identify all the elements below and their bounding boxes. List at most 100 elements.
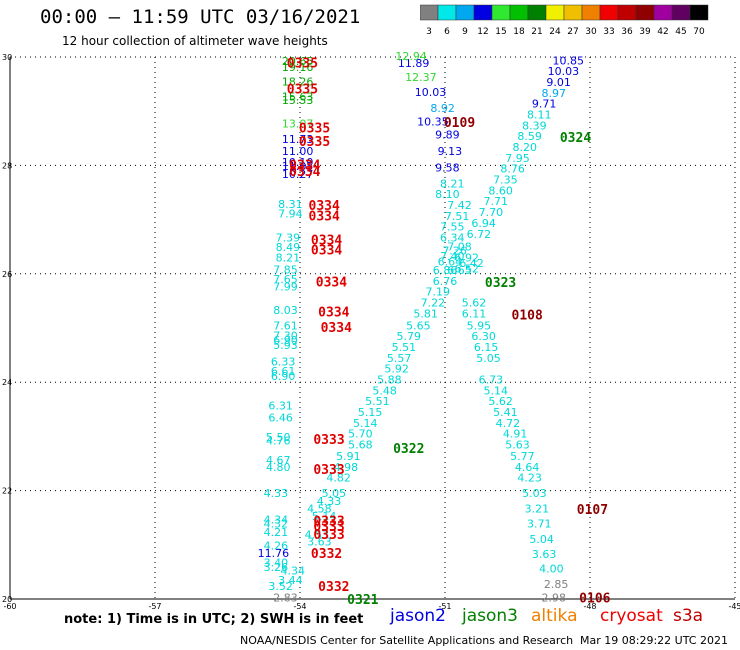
wave-height-label: 6.76	[433, 275, 458, 288]
legend-label: 6	[444, 27, 450, 37]
wave-height-label: 7.35	[493, 173, 518, 186]
wave-height-label: 8.60	[488, 184, 513, 197]
y-tick-label: 30	[2, 53, 12, 62]
pass-time-label: 0322	[393, 442, 424, 457]
wave-height-label: 7.51	[445, 210, 470, 223]
wave-height-label: 11.05	[282, 160, 314, 173]
wave-height-label: 5.79	[397, 330, 422, 343]
legend-label: 24	[549, 27, 561, 37]
wave-height-label: 9.01	[546, 76, 571, 89]
wave-height-label: 8.49	[276, 241, 301, 254]
wave-height-label: 5.57	[387, 352, 412, 365]
pass-time-label: 0109	[444, 116, 475, 131]
wave-height-label: 5.70	[348, 428, 373, 441]
wave-height-label: 5.14	[353, 417, 378, 430]
legend-label: 15	[495, 27, 506, 37]
wave-height-label: 3.52	[268, 580, 293, 593]
y-tick-label: 24	[2, 378, 12, 387]
y-tick-label: 20	[2, 595, 12, 604]
y-tick-label: 28	[2, 161, 12, 170]
wave-height-label: 7.39	[276, 231, 301, 244]
wave-height-label: 3.63	[532, 548, 557, 561]
wave-height-label: 7.22	[421, 297, 446, 310]
wave-height-label: 4.33	[317, 495, 342, 508]
wave-height-label: 11.89	[398, 57, 430, 70]
wave-height-label: 5.63	[505, 439, 530, 452]
pass-time-label: 0334	[316, 275, 347, 290]
pass-time-label: 0334	[311, 234, 342, 249]
wave-height-label: 10.03	[548, 65, 580, 78]
wave-height-label: 4.32	[264, 518, 289, 531]
legend-label: 18	[513, 27, 525, 37]
wave-height-label: 5.65	[406, 319, 431, 332]
pass-time-label: 0334	[318, 306, 349, 321]
legend-label: 3	[426, 27, 432, 37]
wave-height-label: 13.07	[282, 118, 314, 131]
pass-time-label: 0335	[299, 121, 330, 136]
pass-time-label: 0335	[287, 56, 318, 71]
wave-height-label: 7.99	[273, 280, 298, 293]
wave-height-label: 4.21	[264, 526, 289, 539]
wave-height-label: 5.93	[273, 339, 298, 352]
wave-height-label: 5.14	[484, 384, 509, 397]
sat-s3a: s3a	[673, 606, 704, 626]
wave-height-label: 3.26	[264, 561, 289, 574]
wave-height-label: 7.55	[440, 221, 465, 234]
wave-height-label: 11.76	[258, 547, 290, 560]
wave-height-label: 4.53	[305, 529, 330, 542]
pass-time-label: 0334	[311, 243, 342, 258]
pass-time-label: 0333	[313, 463, 344, 478]
legend-label: 30	[585, 27, 597, 37]
wave-height-label: 9.58	[435, 162, 460, 175]
x-tick-label: -54	[293, 602, 306, 610]
credit-line: NOAA/NESDIS Center for Satellite Applica…	[240, 634, 574, 647]
wave-height-label: 7.70	[479, 206, 504, 219]
legend-label: 45	[675, 27, 686, 37]
wave-height-label: 5.95	[467, 319, 492, 332]
wave-height-label: 4.98	[334, 461, 359, 474]
pass-time-label: 0107	[577, 503, 608, 518]
wave-height-label: 8.31	[278, 198, 303, 211]
pass-time-label: 0333	[313, 433, 344, 448]
wave-height-label: 6.94	[471, 217, 496, 230]
sat-jason3: jason3	[462, 606, 518, 626]
wave-height-label: 5.41	[493, 406, 518, 419]
wave-height-label: 7.26	[442, 244, 467, 257]
wave-height-label: 7.40	[440, 250, 465, 263]
wave-height-label: 10.35	[417, 115, 449, 128]
wave-height-label: 11.73	[282, 133, 314, 146]
wave-height-label: 6.61	[271, 365, 296, 378]
wave-height-label: 5.62	[462, 297, 487, 310]
pass-time-label: 0332	[318, 580, 349, 595]
wave-height-label: 6.30	[471, 330, 496, 343]
wave-height-label: 6.11	[462, 307, 487, 320]
wave-height-label: 6.46	[268, 411, 293, 424]
wave-height-label: 6.31	[268, 400, 293, 413]
wave-height-label: 2.98	[542, 591, 567, 604]
wave-height-label: 10.10	[282, 156, 314, 169]
wave-height-label: 5.92	[384, 363, 409, 376]
wave-height-label: 7.08	[447, 241, 472, 254]
wave-height-label: 6.90	[271, 370, 296, 383]
wave-height-label: 4.72	[496, 417, 521, 430]
y-tick-label: 22	[2, 487, 12, 496]
wave-height-label: 8.76	[500, 163, 525, 176]
wave-height-label: 8.11	[527, 108, 552, 121]
pass-time-label: 0334	[289, 165, 320, 180]
wave-height-label: 8.10	[435, 188, 460, 201]
wave-height-label: 10.27	[282, 168, 314, 181]
y-tick-label: 26	[2, 270, 12, 279]
wave-height-label: 3.63	[307, 536, 332, 549]
pass-time-label: 0334	[289, 158, 320, 173]
wave-height-label: 6.33	[271, 356, 296, 369]
wave-height-label: 6.90	[273, 334, 298, 347]
wave-height-label: 4.82	[326, 472, 351, 485]
wave-height-label: 3.21	[525, 502, 550, 515]
pass-time-label: 0335	[287, 82, 318, 97]
wave-height-label: 5.68	[348, 439, 373, 452]
pass-time-label: 0108	[512, 308, 543, 323]
page-subtitle: 12 hour collection of altimeter wave hei…	[62, 34, 328, 48]
pass-time-label: 0334	[309, 209, 340, 224]
x-tick-label: -60	[3, 602, 16, 610]
